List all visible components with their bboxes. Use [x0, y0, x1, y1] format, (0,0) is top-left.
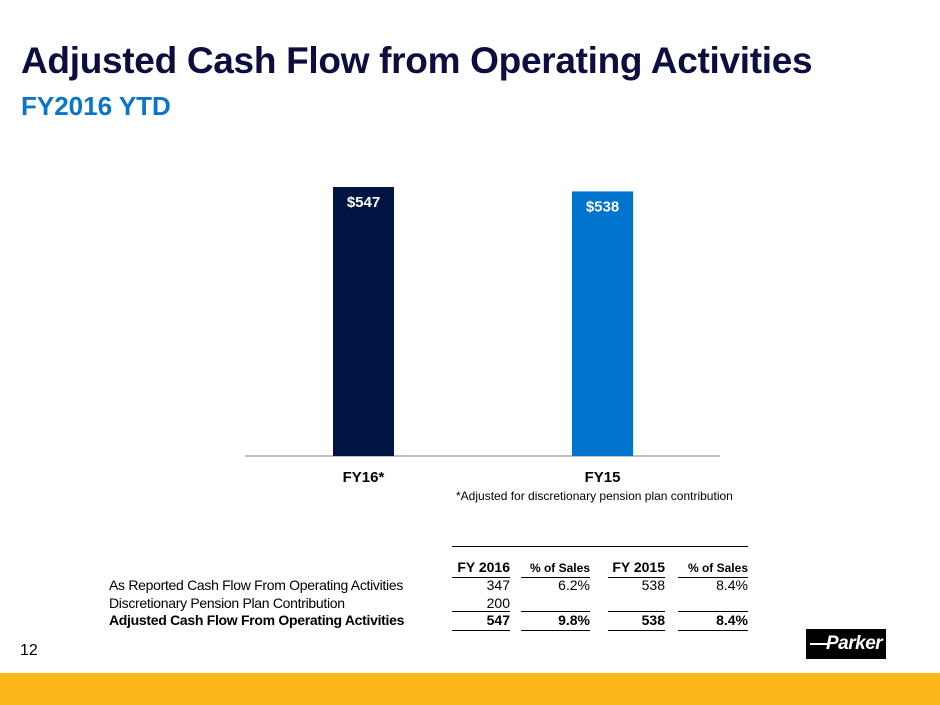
- cell-pct-2015: 8.4%: [716, 612, 748, 628]
- bar-fy15: [572, 191, 633, 456]
- logo-text: Parker: [826, 633, 883, 654]
- col-header-pct-sales-2016: % of Sales: [529, 561, 590, 575]
- col-header-pct-sales-2015: % of Sales: [687, 561, 748, 575]
- table-top-rule: [452, 546, 748, 547]
- col-header-fy2016: FY 2016: [457, 559, 510, 575]
- parker-logo: Parker: [806, 629, 886, 659]
- row-label: Discretionary Pension Plan Contribution: [109, 595, 345, 611]
- cell-fy2016: 200: [486, 595, 510, 611]
- data-label: $538: [586, 198, 619, 215]
- subtotal-rule: [521, 611, 590, 612]
- row-label: Adjusted Cash Flow From Operating Activi…: [109, 612, 405, 628]
- header-underline: [521, 577, 590, 578]
- header-underline: [452, 577, 510, 578]
- header-underline: [608, 577, 665, 578]
- row-label: As Reported Cash Flow From Operating Act…: [109, 577, 404, 593]
- page-subtitle: FY2016 YTD: [21, 91, 171, 121]
- header-underline: [678, 577, 748, 578]
- subtotal-rule: [608, 611, 665, 612]
- cell-pct-2016: 6.2%: [558, 577, 590, 593]
- total-rule: [608, 630, 665, 631]
- cell-fy2015: 538: [641, 612, 665, 628]
- cell-pct-2016: 9.8%: [558, 612, 590, 628]
- cell-fy2016: 547: [486, 612, 510, 628]
- total-rule: [678, 630, 748, 631]
- chart-footnote: *Adjusted for discretionary pension plan…: [456, 489, 733, 503]
- total-rule: [521, 630, 590, 631]
- x-tick-label: FY15: [585, 469, 621, 486]
- page-number: 12: [20, 642, 38, 659]
- bar-fy16: [333, 187, 394, 456]
- bar-chart: $547 FY16* $538 FY15: [245, 187, 720, 486]
- subtotal-rule: [452, 611, 510, 612]
- footer-bar: [0, 673, 940, 705]
- total-rule: [452, 630, 510, 631]
- logo-line-mark: [810, 643, 828, 645]
- cell-fy2015: 538: [641, 577, 665, 593]
- subtotal-rule: [678, 611, 748, 612]
- data-label: $547: [347, 194, 380, 211]
- page-title: Adjusted Cash Flow from Operating Activi…: [21, 40, 813, 81]
- x-tick-label: FY16*: [343, 469, 385, 486]
- cell-fy2016: 347: [486, 577, 510, 593]
- cell-pct-2015: 8.4%: [716, 577, 748, 593]
- col-header-fy2015: FY 2015: [612, 559, 665, 575]
